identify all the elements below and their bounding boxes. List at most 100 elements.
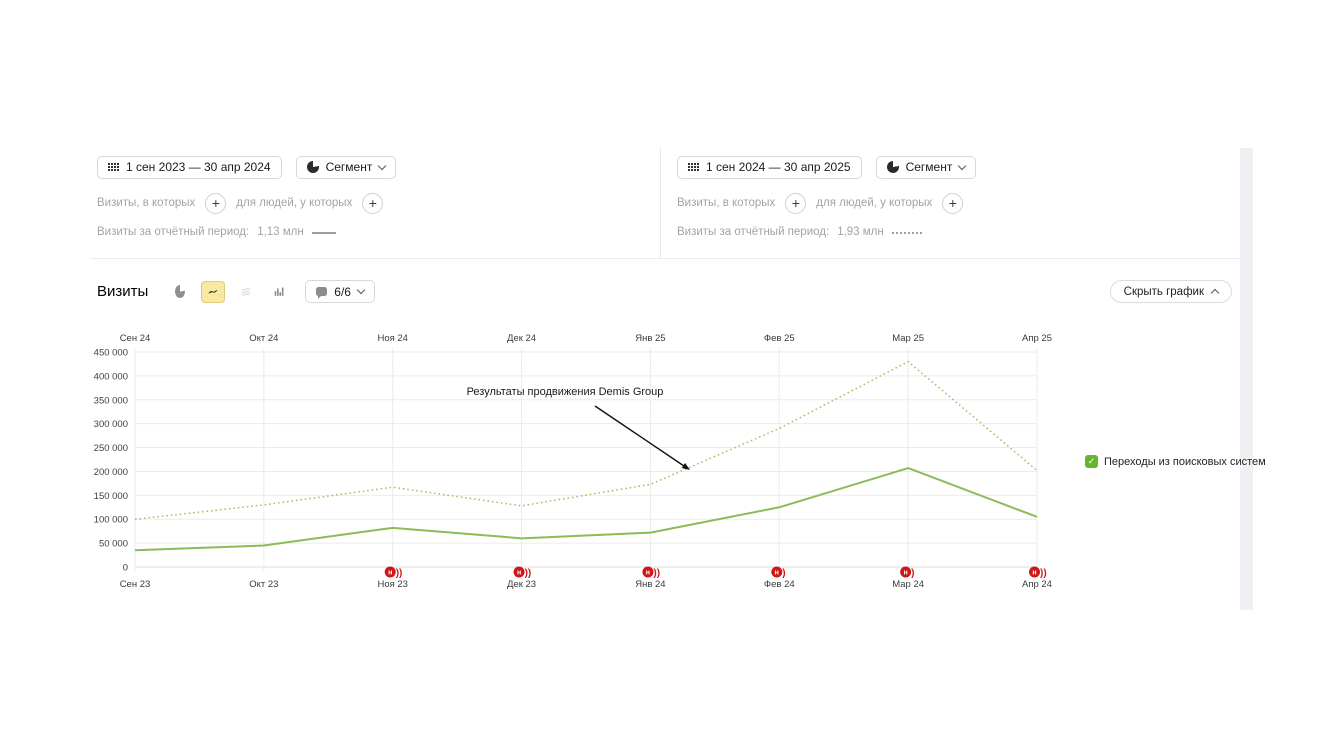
chart-type-toggle-group: [168, 280, 291, 303]
news-marker-circle: [771, 566, 783, 578]
comparison-panel-a: 1 сен 2023 — 30 апр 2024 Сегмент Визиты,…: [97, 155, 637, 238]
y-axis-label: 400 000: [94, 371, 128, 382]
x-axis-bottom-label: Фев 24: [764, 579, 795, 590]
pie-chart-glyph: [175, 285, 186, 298]
x-axis-bottom-label: Апр 24: [1022, 579, 1052, 590]
segment-button-b[interactable]: Сегмент: [875, 155, 977, 179]
x-axis-top-label: Сен 24: [120, 333, 151, 344]
news-marker-waves: )): [525, 568, 532, 579]
annotations-button[interactable]: 6/6: [305, 280, 375, 303]
x-axis-top-label: Окт 24: [249, 333, 278, 344]
date-range-label: 1 сен 2024 — 30 апр 2025: [706, 160, 851, 174]
add-people-filter-button-a[interactable]: +: [362, 192, 384, 214]
segment-label: Сегмент: [905, 160, 953, 174]
news-marker[interactable]: )н: [771, 566, 786, 580]
news-marker-waves: )): [1040, 568, 1047, 579]
x-axis-bottom-label: Сен 23: [120, 579, 151, 590]
series-line-solid[interactable]: [134, 467, 1038, 552]
y-axis-label: 50 000: [99, 539, 128, 550]
news-marker-letter: н: [517, 570, 521, 577]
y-axis-label: 300 000: [94, 419, 128, 430]
chevron-down-icon: [958, 161, 967, 170]
chart-title: Визиты: [97, 283, 149, 300]
x-axis-top-label: Апр 25: [1022, 333, 1052, 344]
calendar-grid-icon: [108, 163, 119, 171]
solid-line-swatch: [311, 232, 336, 234]
chevron-down-icon: [356, 285, 366, 295]
legend-label: Переходы из поисковых систем: [1104, 455, 1266, 468]
news-marker-letter: н: [1032, 570, 1036, 577]
legend-item-search-traffic[interactable]: ✓ Переходы из поисковых систем: [1085, 455, 1266, 468]
annotations-count: 6/6: [334, 284, 351, 299]
plus-icon: +: [791, 195, 800, 211]
pie-chart-icon[interactable]: [168, 281, 192, 303]
columns-chart-icon[interactable]: [267, 281, 291, 303]
date-range-button-a[interactable]: 1 сен 2023 — 30 апр 2024: [97, 155, 282, 179]
news-marker-waves: )): [653, 568, 660, 579]
news-marker-circle: [384, 566, 396, 578]
period-summary-value: 1,13 млн: [257, 226, 304, 238]
add-visits-filter-button-b[interactable]: +: [785, 192, 807, 214]
hide-chart-label: Скрыть график: [1123, 285, 1204, 298]
x-axis-bottom-label: Янв 24: [635, 579, 665, 590]
speech-bubble-icon: [316, 287, 328, 299]
page-edge-band: [1240, 148, 1253, 610]
annotation-arrowhead: [681, 463, 690, 470]
x-axis-bottom-label: Мар 24: [892, 579, 924, 590]
stacked-lines-glyph: [241, 287, 251, 296]
segment-pie-icon: [306, 161, 319, 173]
columns-chart-glyph: [274, 287, 284, 296]
news-marker-letter: н: [904, 570, 908, 577]
date-range-label: 1 сен 2023 — 30 апр 2024: [126, 160, 271, 174]
add-people-filter-button-b[interactable]: +: [942, 192, 964, 214]
stacked-lines-icon[interactable]: [234, 281, 258, 303]
news-marker-circle: [513, 566, 525, 578]
people-filter-label: для людей, у которых: [236, 197, 353, 209]
x-axis-top-label: Ноя 24: [377, 333, 408, 344]
checkbox-checked-icon[interactable]: ✓: [1085, 455, 1098, 468]
plus-icon: +: [211, 195, 220, 211]
add-visits-filter-button-a[interactable]: +: [205, 192, 227, 214]
plus-icon: +: [948, 195, 957, 211]
chevron-down-icon: [378, 161, 387, 170]
x-axis-bottom-label: Дек 23: [507, 579, 536, 590]
plus-icon: +: [368, 195, 377, 211]
hide-chart-button[interactable]: Скрыть график: [1109, 280, 1232, 303]
news-marker-waves: )): [396, 568, 403, 579]
y-axis-label: 150 000: [94, 491, 128, 502]
news-marker-circle: [900, 566, 912, 578]
news-marker[interactable]: )) н: [1029, 566, 1047, 580]
news-marker[interactable]: )) н: [513, 566, 532, 580]
news-marker[interactable]: ))н: [642, 566, 660, 580]
news-marker[interactable]: )н: [900, 566, 914, 580]
x-axis-top-label: Фев 25: [764, 333, 795, 344]
segment-label: Сегмент: [325, 160, 373, 174]
x-axis-bottom-label: Ноя 23: [377, 579, 408, 590]
panel-divider: [660, 148, 661, 258]
news-marker-letter: н: [388, 570, 392, 577]
line-chart-icon[interactable]: [201, 280, 226, 303]
chart-annotation-text: Результаты продвижения Demis Group: [467, 386, 664, 398]
y-axis-label: 450 000: [94, 348, 128, 359]
news-marker[interactable]: )) н: [384, 566, 403, 580]
news-marker-letter: н: [646, 570, 650, 577]
chart-header: Визиты: [97, 280, 1232, 303]
x-axis-top-label: Дек 24: [507, 333, 536, 344]
news-marker-waves: ): [911, 568, 914, 579]
y-axis-label: 100 000: [94, 515, 128, 526]
segment-pie-icon: [886, 161, 899, 173]
visits-line-chart[interactable]: 0 50 000 100 000 150 000 200 000 250 000 300 0…: [90, 330, 1250, 602]
x-axis-top-label: Янв 25: [635, 333, 665, 344]
visits-filter-label: Визиты, в которых: [677, 197, 776, 209]
date-range-button-b[interactable]: 1 сен 2024 — 30 апр 2025: [677, 155, 862, 179]
visits-filter-label: Визиты, в которых: [97, 197, 196, 209]
people-filter-label: для людей, у которых: [816, 197, 933, 209]
series-line-dotted[interactable]: [134, 360, 1038, 520]
x-axis-bottom-label: Окт 23: [249, 579, 278, 590]
segment-button-a[interactable]: Сегмент: [295, 155, 397, 179]
section-divider: [90, 258, 1240, 259]
chevron-up-icon: [1210, 288, 1220, 298]
period-summary-value: 1,93 млн: [837, 226, 884, 238]
line-chart-glyph: [208, 290, 218, 294]
